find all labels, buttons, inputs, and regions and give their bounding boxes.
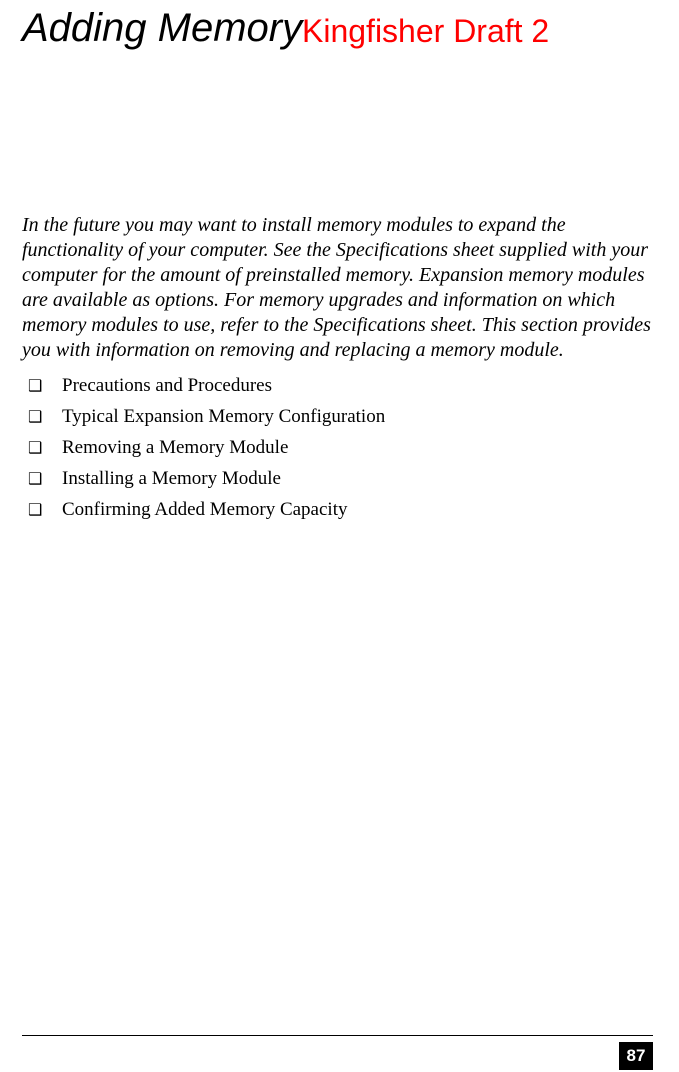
list-item-label: Installing a Memory Module bbox=[62, 464, 281, 494]
page-title: Adding Memory bbox=[22, 6, 302, 51]
topic-list: ❑ Precautions and Procedures ❑ Typical E… bbox=[22, 371, 653, 526]
footer-divider bbox=[22, 1035, 653, 1036]
bullet-icon: ❑ bbox=[22, 403, 62, 433]
intro-paragraph: In the future you may want to install me… bbox=[22, 213, 653, 363]
list-item: ❑ Removing a Memory Module bbox=[22, 433, 653, 464]
list-item-label: Typical Expansion Memory Configuration bbox=[62, 402, 385, 432]
bullet-icon: ❑ bbox=[22, 372, 62, 402]
list-item: ❑ Confirming Added Memory Capacity bbox=[22, 495, 653, 526]
page-number: 87 bbox=[619, 1042, 653, 1070]
list-item-label: Precautions and Procedures bbox=[62, 371, 272, 401]
page: Adding Memory Kingfisher Draft 2 In the … bbox=[0, 0, 679, 1072]
bullet-icon: ❑ bbox=[22, 434, 62, 464]
bullet-icon: ❑ bbox=[22, 496, 62, 526]
bullet-icon: ❑ bbox=[22, 465, 62, 495]
list-item: ❑ Precautions and Procedures bbox=[22, 371, 653, 402]
list-item: ❑ Typical Expansion Memory Configuration bbox=[22, 402, 653, 433]
list-item: ❑ Installing a Memory Module bbox=[22, 464, 653, 495]
list-item-label: Removing a Memory Module bbox=[62, 433, 288, 463]
list-item-label: Confirming Added Memory Capacity bbox=[62, 495, 347, 525]
draft-watermark: Kingfisher Draft 2 bbox=[302, 13, 549, 50]
page-header: Adding Memory Kingfisher Draft 2 bbox=[22, 8, 653, 68]
